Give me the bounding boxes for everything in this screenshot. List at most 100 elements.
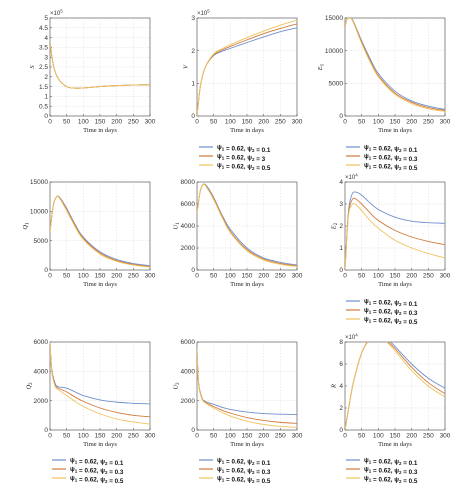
- x-tick-label: 200: [406, 273, 417, 280]
- x-tick-label: 0: [195, 119, 199, 126]
- x-tick-label: 200: [111, 433, 122, 440]
- y-tick-label: 0: [191, 113, 195, 120]
- x-tick-label: 200: [111, 273, 122, 280]
- y-tick-label: 6000: [34, 339, 49, 346]
- y-tick-label: 2000: [181, 398, 196, 405]
- x-tick-label: 300: [440, 273, 451, 280]
- series-line-3: [345, 202, 445, 270]
- x-tick-label: 100: [78, 273, 89, 280]
- y-tick-label: 1: [339, 245, 343, 252]
- x-tick-label: 250: [275, 119, 286, 126]
- x-axis-label: Time in days: [378, 281, 412, 288]
- x-tick-label: 100: [225, 273, 236, 280]
- y-axis-label: S: [29, 65, 36, 69]
- y-tick-label: 6000: [181, 201, 196, 208]
- legend-1: ψ1 = 0.62, ψ2 = 0.1ψ1 = 0.62, ψ2 = 3ψ1 =…: [199, 144, 271, 172]
- series-line-3: [197, 349, 297, 428]
- y-tick-label: 5000: [34, 238, 49, 245]
- legend-6: ψ1 = 0.62, ψ2 = 0.1ψ1 = 0.62, ψ2 = 0.3ψ1…: [346, 457, 418, 485]
- y-tick-label: 5000: [329, 81, 344, 88]
- x-tick-label: 0: [48, 119, 52, 126]
- x-tick-label: 50: [63, 433, 71, 440]
- y-tick-label: 2: [191, 48, 195, 55]
- plot-frame: [196, 341, 298, 431]
- y-tick-label: 15000: [325, 15, 343, 22]
- y-tick-label: 4: [339, 383, 343, 390]
- y-axis-label: Q2: [25, 382, 34, 390]
- x-tick-label: 250: [423, 433, 434, 440]
- legend-5: ψ1 = 0.62, ψ2 = 0.1ψ1 = 0.62, ψ2 = 0.3ψ1…: [199, 457, 271, 485]
- x-tick-label: 150: [95, 273, 106, 280]
- series-line-3: [50, 195, 150, 268]
- chart-R: 0 50 100 150 200 250 300 0 2 4 6 8×104 Time in days R: [331, 333, 451, 449]
- x-tick-label: 300: [440, 119, 451, 126]
- x-axis-label: Time in days: [378, 127, 412, 134]
- y-axis-label: U1: [172, 222, 181, 230]
- y-tick-label: 10000: [30, 209, 48, 216]
- x-tick-label: 200: [111, 119, 122, 126]
- x-tick-label: 200: [258, 273, 269, 280]
- x-tick-label: 250: [128, 433, 139, 440]
- x-tick-label: 0: [343, 433, 347, 440]
- x-tick-label: 50: [210, 433, 218, 440]
- y-tick-label: 0: [339, 427, 343, 434]
- legend-entry: ψ1 = 0.62, ψ2 = 0.5: [364, 475, 418, 485]
- x-tick-label: 100: [373, 119, 384, 126]
- y-tick-label: 4.5: [39, 25, 48, 32]
- y-axis-label: V: [183, 64, 190, 69]
- series-line-3: [50, 41, 150, 89]
- x-tick-label: 300: [440, 433, 451, 440]
- legend-entry: ψ1 = 0.62, ψ2 = 0.1: [364, 298, 418, 308]
- y-tick-label: 3: [191, 15, 195, 22]
- y-tick-label: 10000: [325, 48, 343, 55]
- x-tick-label: 50: [210, 273, 218, 280]
- legend-entry: ψ1 = 0.62, ψ2 = 0.3: [364, 466, 418, 476]
- x-tick-label: 250: [423, 273, 434, 280]
- x-tick-label: 200: [406, 119, 417, 126]
- x-tick-label: 150: [390, 119, 401, 126]
- x-tick-label: 50: [358, 273, 366, 280]
- y-axis-multiplier: ×104: [345, 333, 358, 342]
- legend-3: ψ1 = 0.62, ψ2 = 0.1ψ1 = 0.62, ψ2 = 0.3ψ1…: [346, 298, 418, 326]
- y-tick-label: 15000: [30, 179, 48, 186]
- y-tick-label: 3.5: [39, 45, 48, 52]
- x-tick-label: 100: [78, 433, 89, 440]
- x-tick-label: 100: [373, 433, 384, 440]
- x-axis-label: Time in days: [230, 127, 264, 134]
- x-tick-label: 250: [423, 119, 434, 126]
- legend-4: ψ1 = 0.62, ψ2 = 0.1ψ1 = 0.62, ψ2 = 0.3ψ1…: [52, 457, 124, 485]
- legend-entry: ψ1 = 0.62, ψ2 = 0.3: [217, 466, 271, 476]
- x-tick-label: 300: [145, 119, 156, 126]
- plot-frame: [49, 341, 151, 431]
- x-tick-label: 300: [292, 433, 303, 440]
- y-tick-label: 8000: [181, 179, 196, 186]
- legend-entry: ψ1 = 0.62, ψ2 = 0.5: [217, 475, 271, 485]
- y-tick-label: 6000: [181, 339, 196, 346]
- chart-E2: 0 50 100 150 200 250 300 0 1 2 3 4×104 Time in days E…: [331, 173, 451, 289]
- x-tick-label: 150: [242, 433, 253, 440]
- series-line-3: [345, 342, 445, 430]
- y-tick-label: 4: [339, 179, 343, 186]
- y-tick-label: 0: [339, 267, 343, 274]
- y-tick-label: 1: [191, 81, 195, 88]
- x-tick-label: 200: [258, 433, 269, 440]
- x-tick-label: 300: [145, 433, 156, 440]
- chart-Q1: 0 50 100 150 200 250 300 0 5000 10000 15000 Time in…: [22, 179, 156, 288]
- y-axis-label: E1: [317, 63, 326, 71]
- x-tick-label: 150: [390, 433, 401, 440]
- x-tick-label: 150: [242, 273, 253, 280]
- x-axis-label: Time in days: [83, 281, 117, 288]
- x-tick-label: 250: [275, 433, 286, 440]
- plot-frame: [49, 181, 151, 271]
- x-tick-label: 150: [390, 273, 401, 280]
- y-tick-label: 0.5: [39, 103, 48, 110]
- y-tick-label: 0: [191, 427, 195, 434]
- y-tick-label: 2000: [181, 245, 196, 252]
- legend-entry: ψ1 = 0.62, ψ2 = 0.5: [364, 162, 418, 172]
- legend-entry: ψ1 = 0.62, ψ2 = 0.5: [364, 316, 418, 326]
- series-line-1: [345, 191, 445, 270]
- legend-entry: ψ1 = 0.62, ψ2 = 0.3: [364, 153, 418, 163]
- y-tick-label: 4000: [181, 369, 196, 376]
- y-tick-label: 1: [44, 94, 48, 101]
